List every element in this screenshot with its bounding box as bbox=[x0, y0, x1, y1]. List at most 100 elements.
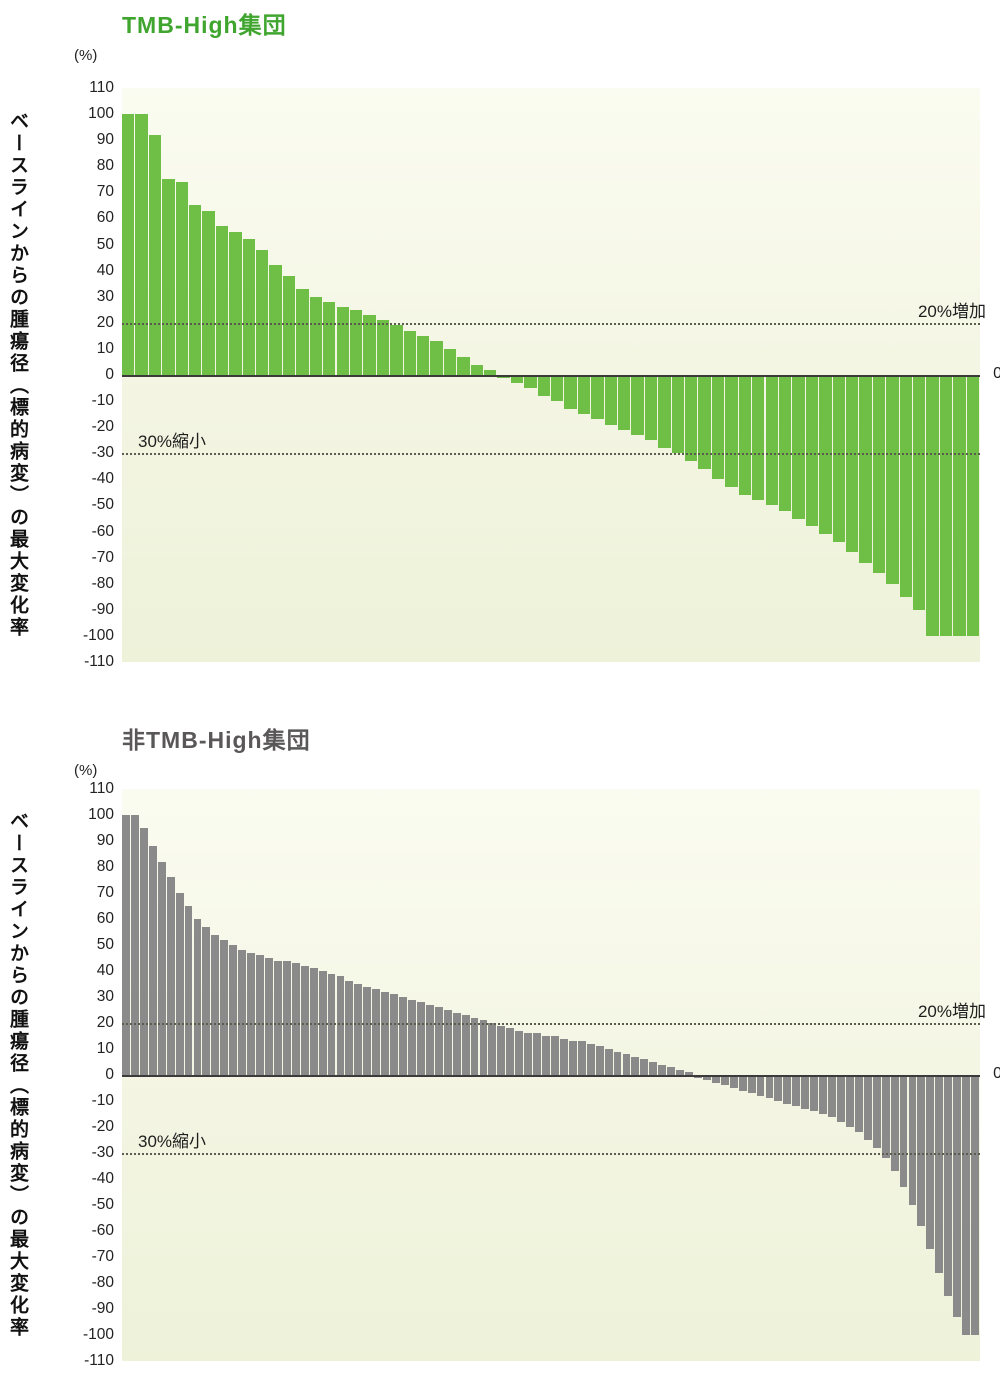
waterfall-bar bbox=[202, 210, 215, 375]
waterfall-bar bbox=[966, 375, 979, 636]
y-tick-label: -110 bbox=[84, 653, 114, 670]
y-tick-label: -70 bbox=[91, 1248, 114, 1265]
y-axis-title: ベースラインからの腫瘍径（標的病変）の最大変化率 bbox=[7, 811, 28, 1339]
y-tick-label: -50 bbox=[91, 1196, 114, 1213]
waterfall-bar bbox=[510, 375, 524, 383]
waterfall-bar bbox=[443, 348, 457, 375]
waterfall-bar bbox=[685, 375, 698, 462]
y-axis-ticks: 110 100 90 80 70 60 50 40 30 20 10 0 -10 -20 -30 -40 -50… bbox=[0, 780, 114, 1369]
waterfall-bar bbox=[872, 1075, 881, 1148]
waterfall-bar bbox=[667, 1067, 676, 1075]
waterfall-bar bbox=[604, 1049, 613, 1075]
waterfall-bar bbox=[845, 375, 859, 553]
chart-title: 非TMB-High集団 bbox=[122, 727, 311, 753]
y-tick-label: -30 bbox=[91, 1144, 114, 1161]
waterfall-bar bbox=[497, 1025, 506, 1075]
waterfall-bar bbox=[747, 1075, 756, 1094]
waterfall-bar bbox=[872, 375, 886, 574]
waterfall-bar bbox=[845, 1075, 854, 1127]
waterfall-bar bbox=[175, 893, 184, 1075]
waterfall-bar bbox=[349, 309, 363, 375]
waterfall-bar bbox=[533, 1033, 542, 1075]
waterfall-bar bbox=[166, 877, 175, 1075]
waterfall-bar bbox=[698, 375, 711, 469]
waterfall-bar bbox=[711, 375, 725, 480]
waterfall-bar bbox=[408, 999, 416, 1075]
waterfall-bar bbox=[457, 356, 470, 375]
decrease-threshold-line bbox=[122, 1153, 980, 1155]
waterfall-bar bbox=[363, 314, 376, 375]
waterfall-bar bbox=[443, 1010, 452, 1075]
waterfall-bar bbox=[291, 963, 300, 1075]
y-tick-label: -90 bbox=[91, 1300, 114, 1317]
waterfall-bar bbox=[618, 375, 631, 430]
y-tick-label: 20 bbox=[96, 313, 114, 331]
y-tick-label: 110 bbox=[89, 79, 114, 96]
waterfall-bar bbox=[805, 375, 819, 527]
y-tick-label: 70 bbox=[96, 884, 114, 901]
y-tick-label: -40 bbox=[91, 1170, 114, 1187]
y-tick-label: -40 bbox=[91, 470, 114, 488]
waterfall-bar bbox=[559, 1038, 568, 1075]
waterfall-bar bbox=[265, 958, 273, 1075]
waterfall-bar bbox=[416, 1002, 425, 1075]
waterfall-bar bbox=[899, 375, 912, 597]
zero-line bbox=[122, 1075, 980, 1077]
y-tick-label: -50 bbox=[91, 496, 114, 514]
waterfall-bar bbox=[390, 325, 403, 375]
y-tick-label: 80 bbox=[96, 858, 114, 875]
waterfall-bar bbox=[604, 375, 618, 425]
waterfall-bar bbox=[515, 1030, 524, 1075]
waterfall-bar bbox=[912, 375, 926, 610]
waterfall-bar bbox=[568, 1041, 577, 1075]
waterfall-bar bbox=[139, 828, 148, 1075]
y-tick-label: -70 bbox=[91, 548, 114, 566]
waterfall-bar bbox=[685, 1072, 693, 1075]
tmb-high-waterfall-chart: ベースラインからの腫瘍径（標的病変）の最大変化率 TMB-High集団 (%) … bbox=[0, 0, 1000, 697]
waterfall-bar bbox=[631, 1056, 640, 1075]
waterfall-bar bbox=[211, 934, 220, 1075]
waterfall-bar bbox=[720, 1075, 729, 1086]
y-tick-label: -80 bbox=[91, 1274, 114, 1291]
waterfall-bar bbox=[622, 1054, 631, 1075]
waterfall-bar bbox=[738, 375, 752, 496]
waterfall-bar bbox=[702, 1075, 711, 1081]
y-tick-label: -90 bbox=[91, 600, 114, 618]
waterfall-bar bbox=[416, 335, 430, 375]
waterfall-bar bbox=[832, 375, 845, 542]
y-tick-label: -10 bbox=[91, 392, 114, 410]
waterfall-bar bbox=[881, 1075, 890, 1159]
y-tick-label: 20 bbox=[96, 1014, 114, 1031]
waterfall-bar bbox=[564, 375, 577, 409]
y-tick-label: 0 bbox=[105, 1066, 114, 1083]
waterfall-bar bbox=[738, 1075, 747, 1091]
y-tick-label: 30 bbox=[96, 988, 114, 1005]
waterfall-bar bbox=[577, 1041, 586, 1075]
waterfall-bar bbox=[729, 1075, 738, 1088]
waterfall-bar bbox=[372, 989, 381, 1075]
y-tick-label: 50 bbox=[96, 235, 114, 253]
waterfall-bar bbox=[926, 375, 939, 636]
y-tick-label: 80 bbox=[96, 157, 114, 175]
waterfall-bar bbox=[953, 375, 966, 636]
waterfall-bar bbox=[300, 965, 309, 1075]
waterfall-bar bbox=[256, 955, 264, 1075]
waterfall-bar bbox=[282, 275, 296, 375]
waterfall-bar bbox=[363, 986, 372, 1075]
y-tick-label: 10 bbox=[96, 339, 114, 357]
waterfall-bar bbox=[135, 114, 148, 375]
waterfall-bar bbox=[899, 1075, 908, 1187]
waterfall-bar bbox=[175, 181, 189, 375]
waterfall-bar bbox=[430, 341, 443, 375]
y-axis-title: ベースラインからの腫瘍径（標的病変）の最大変化率 bbox=[7, 111, 28, 639]
zero-axis-label: 0 bbox=[993, 365, 1000, 382]
y-tick-label: 70 bbox=[96, 183, 114, 201]
waterfall-bar bbox=[354, 984, 363, 1075]
waterfall-bar bbox=[859, 375, 872, 563]
waterfall-bar bbox=[345, 981, 354, 1075]
y-axis-unit-label: (%) bbox=[74, 47, 98, 64]
waterfall-bar bbox=[962, 1075, 971, 1335]
waterfall-bar bbox=[586, 1043, 595, 1075]
waterfall-bar bbox=[269, 265, 282, 375]
waterfall-bar bbox=[917, 1075, 926, 1226]
